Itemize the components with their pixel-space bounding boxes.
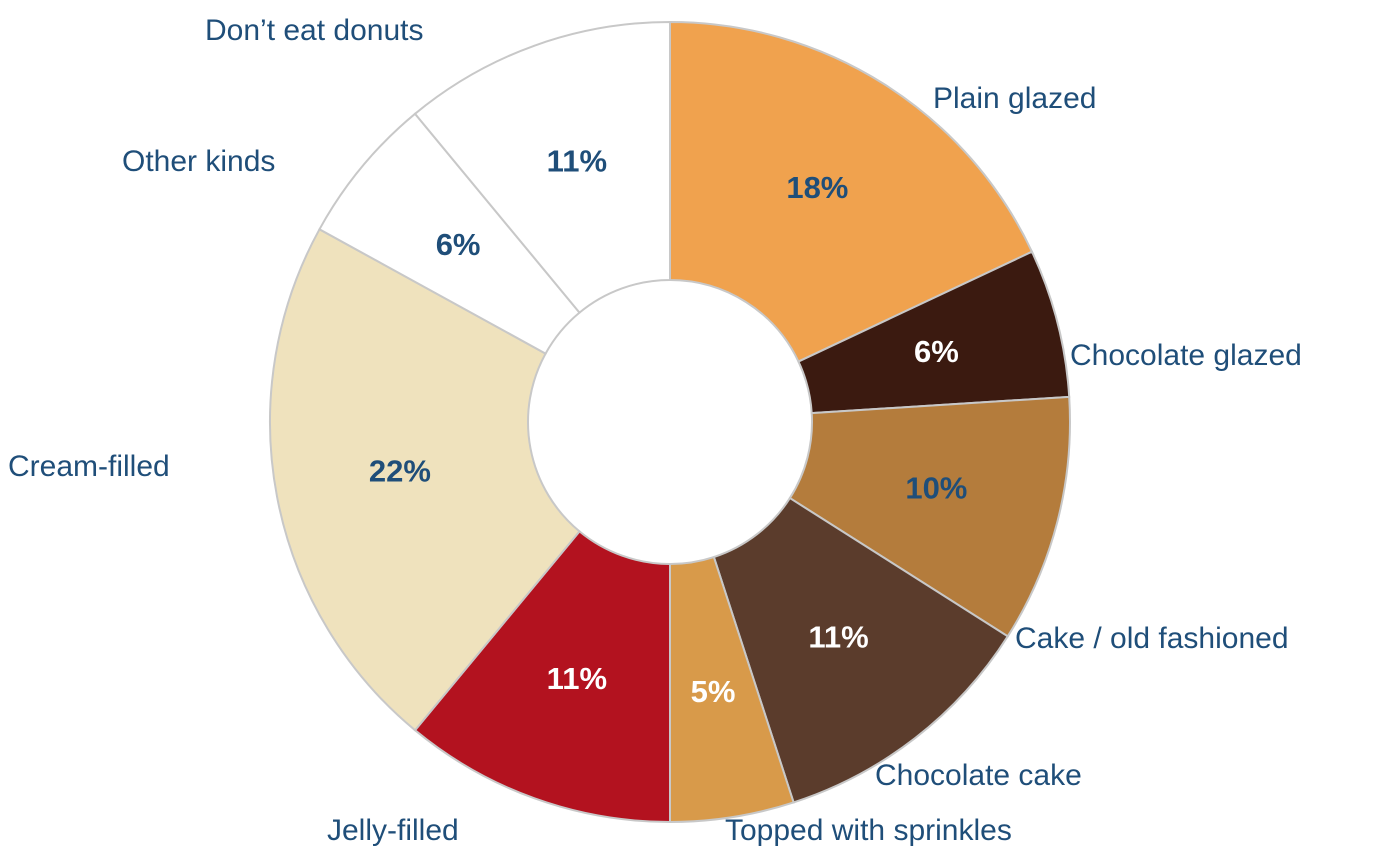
value-label: 11% [547,143,607,178]
value-label: 5% [691,674,736,709]
value-label: 10% [905,471,967,506]
value-label: 22% [369,454,431,489]
slice [269,227,581,732]
category-label: Other kinds [122,145,275,178]
category-label: Plain glazed [933,82,1096,115]
value-label: 11% [808,619,868,654]
slice [669,20,1034,363]
value-label: 6% [914,334,959,369]
slice [413,530,671,824]
category-label: Chocolate cake [875,759,1082,792]
category-label: Cake / old fashioned [1015,622,1289,655]
slice [413,20,671,314]
slice [788,395,1071,638]
category-label: Chocolate glazed [1070,339,1302,372]
slice [712,496,1010,804]
category-label: Topped with sprinkles [725,814,1012,847]
category-label: Cream-filled [8,450,170,483]
category-label: Jelly-filled [327,814,459,847]
value-label: 6% [436,227,481,262]
value-label: 18% [786,170,848,205]
category-label: Don’t eat donuts [205,14,423,47]
value-label: 11% [547,661,607,696]
